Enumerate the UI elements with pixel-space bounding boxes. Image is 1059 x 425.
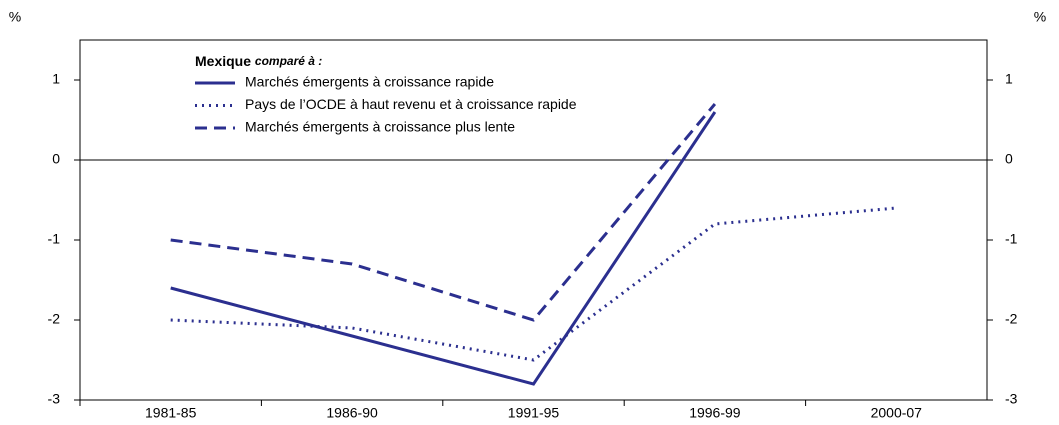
plot-frame xyxy=(79,39,988,401)
x-tick-label: 1996-99 xyxy=(689,405,741,421)
y-unit-right: % xyxy=(1034,9,1046,25)
legend-label: Pays de l’OCDE à haut revenu et à croiss… xyxy=(245,96,577,112)
x-tick-label: 1986-90 xyxy=(326,405,378,421)
y-tick-label: -1 xyxy=(48,231,61,247)
y-tick-label: 1 xyxy=(52,71,60,87)
y2-tick-label: -2 xyxy=(1005,311,1018,327)
legend-title-main: Mexique xyxy=(195,53,251,69)
legend-label: Marchés émergents à croissance rapide xyxy=(245,74,494,90)
legend-title: Mexique comparé à : xyxy=(195,53,322,69)
series-line xyxy=(170,103,717,322)
x-tick-label: 2000-07 xyxy=(871,405,923,421)
x-tick-label: 1991-95 xyxy=(508,405,560,421)
legend-title-sub: comparé à : xyxy=(255,54,322,68)
y-tick-label: 0 xyxy=(52,151,60,167)
legend-label: Marchés émergents à croissance plus lent… xyxy=(245,119,515,135)
y-unit-left: % xyxy=(9,9,21,25)
y-tick-label: -2 xyxy=(48,311,61,327)
y2-tick-label: -1 xyxy=(1005,231,1018,247)
y2-tick-label: 0 xyxy=(1005,151,1013,167)
y2-tick-label: -3 xyxy=(1005,391,1018,407)
series-line xyxy=(170,206,897,362)
series-line xyxy=(170,111,717,386)
y-tick-label: -3 xyxy=(48,391,61,407)
x-tick-label: 1981-85 xyxy=(145,405,197,421)
y2-tick-label: 1 xyxy=(1005,71,1013,87)
